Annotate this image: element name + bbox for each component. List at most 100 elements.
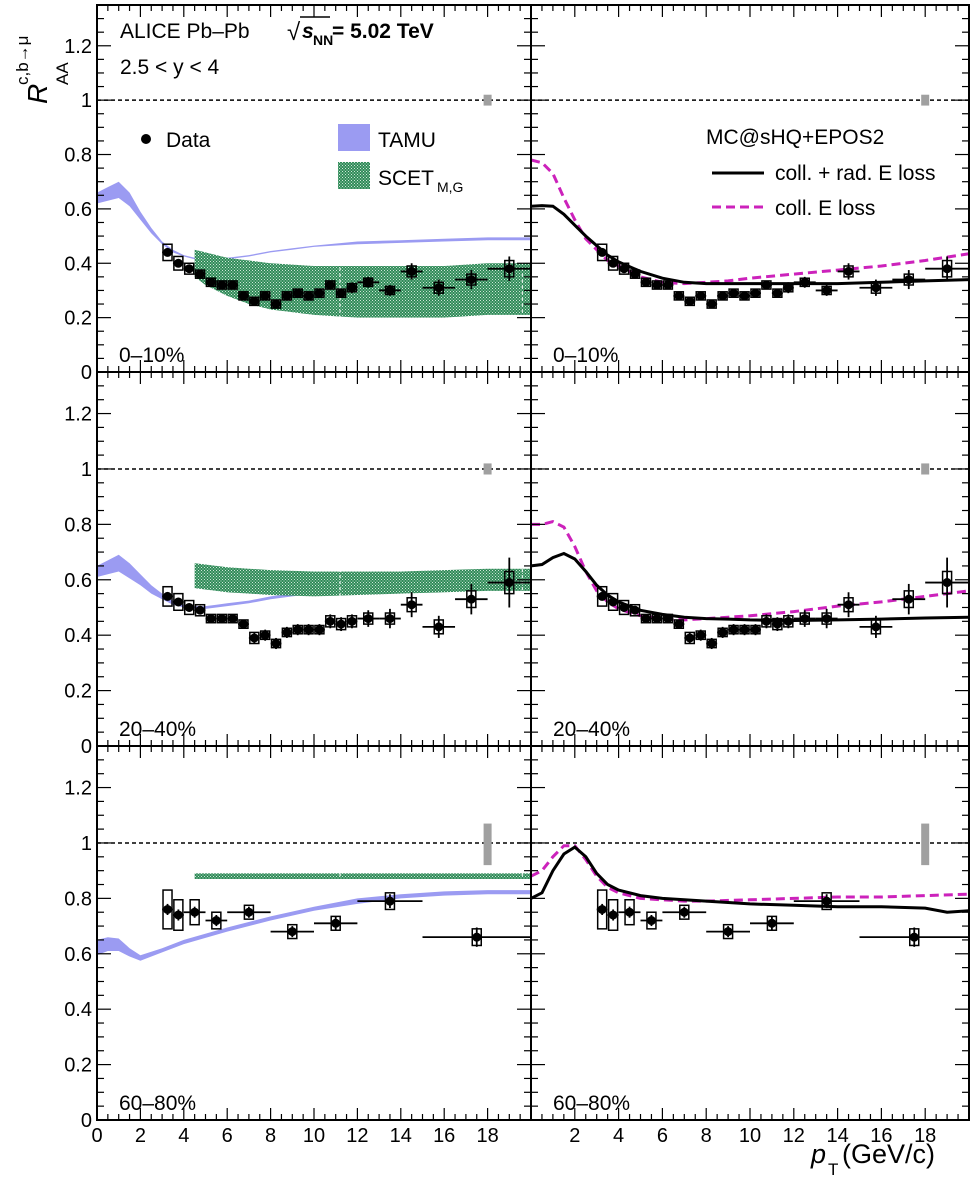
data-point	[270, 637, 282, 650]
x-tick-label: 4	[613, 1125, 624, 1147]
data-point	[782, 282, 794, 294]
data-marker	[163, 591, 173, 601]
data-point	[183, 899, 206, 926]
data-point	[183, 262, 195, 275]
data-marker	[822, 614, 832, 624]
data-point	[771, 288, 783, 298]
data-marker	[761, 616, 771, 626]
y-axis-title-sup: c,b→μ	[13, 36, 32, 85]
data-marker	[466, 594, 476, 604]
data-point	[618, 262, 630, 275]
data-point	[662, 280, 674, 290]
data-point	[640, 911, 663, 930]
data-point	[793, 276, 816, 288]
data-point	[629, 603, 641, 617]
data-point	[227, 613, 239, 624]
data-marker	[244, 907, 254, 917]
data-marker	[783, 283, 793, 293]
data-marker	[646, 916, 656, 926]
data-point	[662, 904, 707, 920]
y-tick-label: 0	[81, 1110, 92, 1132]
data-marker	[260, 291, 270, 301]
y-tick-label: 0.4	[64, 253, 92, 275]
data-point	[248, 296, 260, 307]
data-point	[760, 614, 772, 629]
data-marker	[271, 299, 281, 309]
data-marker	[641, 277, 651, 287]
y-tick-label: 0.8	[64, 888, 92, 910]
data-marker	[466, 275, 476, 285]
data-point	[782, 614, 794, 629]
data-marker	[679, 907, 689, 917]
energy-value: = 5.02 TeV	[332, 20, 434, 43]
legend-tamu-label: TAMU	[378, 129, 436, 152]
data-marker	[772, 619, 782, 629]
data-marker	[750, 288, 760, 298]
y-tick-label: 1.2	[64, 778, 92, 800]
data-point	[346, 282, 358, 294]
data-marker	[385, 614, 395, 624]
data-point	[739, 291, 750, 301]
x-tick-label: 6	[222, 1125, 233, 1147]
data-marker	[407, 266, 417, 276]
legend-tamu-swatch	[338, 124, 370, 151]
data-marker	[904, 275, 914, 285]
x-tick-label: 8	[701, 1125, 712, 1147]
tamu-band	[97, 890, 531, 961]
data-marker	[331, 918, 341, 928]
data-point	[422, 279, 456, 296]
data-point	[925, 557, 969, 608]
data-point	[629, 269, 641, 279]
data-point	[455, 583, 488, 615]
mc-coll-rad-curve	[531, 845, 969, 914]
x-tick-label: 14	[826, 1125, 848, 1147]
data-marker	[238, 619, 248, 629]
y-tick-label: 0.2	[64, 1055, 92, 1077]
data-point	[684, 296, 696, 307]
data-point	[706, 923, 750, 940]
y-tick-label: 1	[81, 90, 92, 112]
data-marker	[685, 633, 695, 643]
data-marker	[942, 578, 952, 588]
data-point	[248, 631, 260, 645]
data-marker	[173, 597, 183, 607]
data-marker	[608, 258, 618, 268]
data-point	[717, 291, 729, 301]
data-point	[400, 263, 423, 280]
data-point	[750, 915, 794, 931]
data-marker	[597, 591, 607, 601]
data-marker	[228, 280, 238, 290]
y-tick-label: 0.4	[64, 999, 92, 1021]
x-tick-label: 6	[657, 1125, 668, 1147]
data-marker	[304, 291, 314, 301]
data-marker	[685, 296, 695, 306]
data-marker	[729, 625, 739, 635]
norm-unc-box	[483, 94, 492, 106]
data-point	[815, 285, 838, 296]
data-marker	[184, 264, 194, 274]
data-point	[925, 256, 969, 281]
data-marker	[206, 277, 216, 287]
data-marker	[707, 638, 717, 648]
data-marker	[608, 597, 618, 607]
data-point	[892, 270, 926, 290]
data-point	[162, 889, 173, 930]
data-point	[172, 899, 184, 931]
data-marker	[472, 932, 482, 942]
data-point	[596, 585, 608, 607]
data-marker	[217, 280, 227, 290]
data-point	[194, 603, 206, 617]
data-marker	[625, 907, 635, 917]
data-marker	[282, 627, 292, 637]
data-marker	[761, 280, 771, 290]
data-point	[270, 923, 314, 940]
x-axis-title-main: p	[810, 1139, 826, 1169]
data-marker	[195, 605, 205, 615]
y-axis-title: R AA c,b→μ	[13, 36, 72, 104]
legend-data-marker	[141, 134, 151, 144]
mc-coll-curve	[531, 158, 969, 286]
x-tick-label: 14	[390, 1125, 412, 1147]
y-tick-label: 0.2	[64, 308, 92, 330]
data-marker	[385, 285, 395, 295]
data-point	[335, 617, 347, 632]
